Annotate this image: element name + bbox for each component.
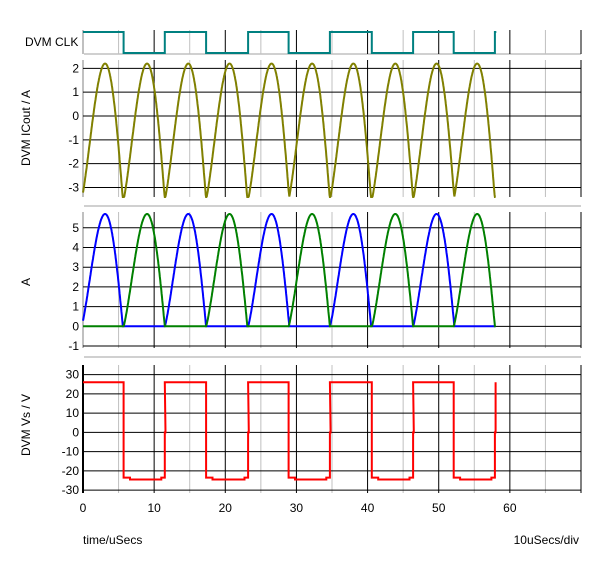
y-tick-label: 5 xyxy=(72,221,79,235)
clk-trace xyxy=(83,31,497,54)
x-tick-label: 0 xyxy=(80,501,87,515)
y-tick-label: 2 xyxy=(72,280,79,294)
y-tick-label: -20 xyxy=(62,464,80,478)
y-tick-label: -1 xyxy=(68,339,79,353)
x-tick-label: 30 xyxy=(290,501,304,515)
y-tick-label: 10 xyxy=(66,406,80,420)
x-tick-label: 10 xyxy=(147,501,161,515)
y-tick-label: 1 xyxy=(72,300,79,314)
y-tick-label: 2 xyxy=(72,61,79,75)
ylabel-vs: DVM Vs / V xyxy=(19,394,33,456)
x-tick-label: 40 xyxy=(361,501,375,515)
x-tick-label: 20 xyxy=(219,501,233,515)
current-trace-blue xyxy=(82,213,496,328)
ylabel-currents: A xyxy=(19,278,33,286)
xlabel: time/uSecs xyxy=(83,533,142,547)
ylabel-icout: DVM ICout / A xyxy=(19,90,33,166)
x-tick-label: 50 xyxy=(432,501,446,515)
current-trace-green xyxy=(83,213,496,328)
vs-trace xyxy=(83,381,497,481)
y-tick-label: 30 xyxy=(66,368,80,382)
y-tick-label: -2 xyxy=(68,157,79,171)
y-tick-label: 0 xyxy=(72,425,79,439)
y-tick-label: 20 xyxy=(66,387,80,401)
y-tick-label: 3 xyxy=(72,260,79,274)
traces xyxy=(82,31,497,481)
x-scale-note: 10uSecs/div xyxy=(514,533,579,547)
y-tick-label: 0 xyxy=(72,109,79,123)
y-tick-label: 0 xyxy=(72,319,79,333)
y-tick-label: 1 xyxy=(72,85,79,99)
y-tick-label: -10 xyxy=(62,445,80,459)
x-tick-label: 60 xyxy=(503,501,517,515)
icout-trace xyxy=(82,62,496,198)
y-tick-label: -30 xyxy=(62,483,80,497)
ylabel-clk: DVM CLK xyxy=(25,35,78,49)
labels: DVM CLK DVM ICout / A A DVM Vs / V time/… xyxy=(19,35,579,547)
y-tick-label: -1 xyxy=(68,133,79,147)
y-tick-label: -3 xyxy=(68,180,79,194)
y-tick-label: 4 xyxy=(72,240,79,254)
